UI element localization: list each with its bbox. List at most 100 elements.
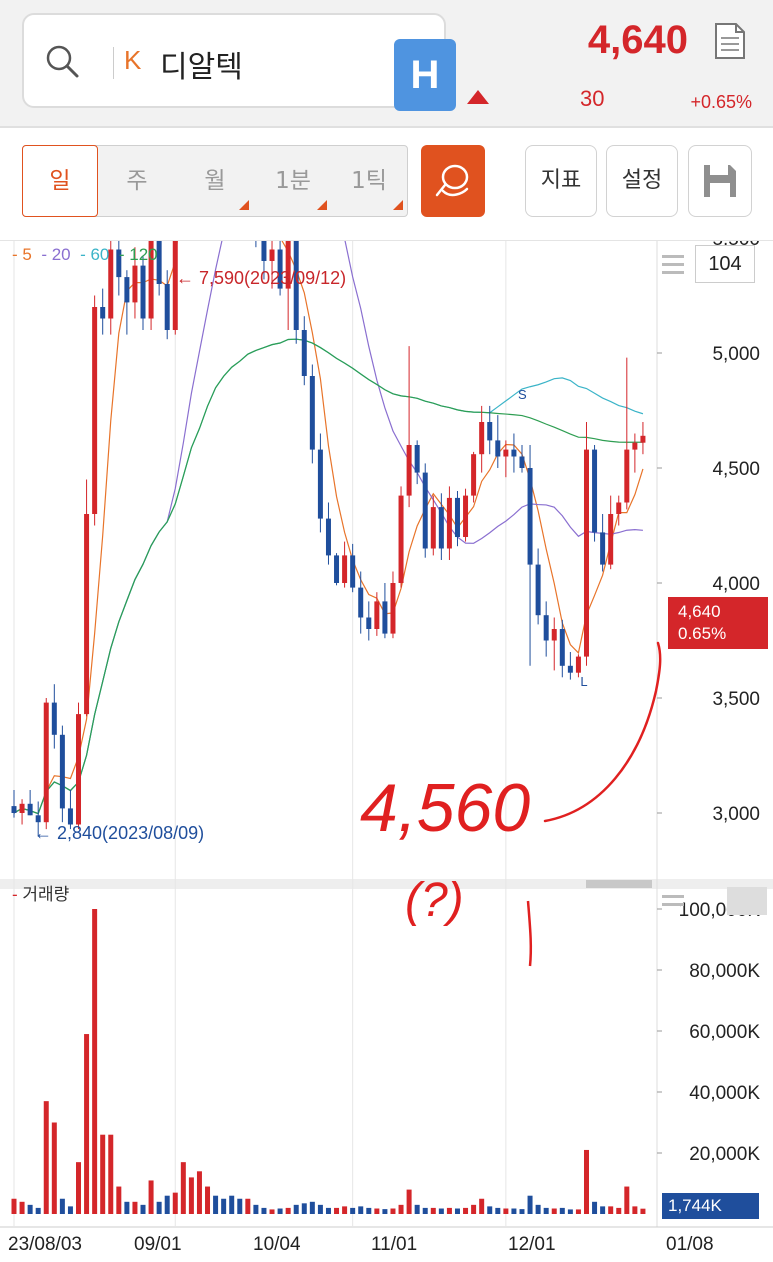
volume-bar: [592, 1202, 597, 1214]
volume-bar: [165, 1196, 170, 1214]
candle-body: [536, 565, 541, 616]
period-month-label: 월: [204, 168, 225, 194]
x-label: 01/08: [666, 1234, 714, 1256]
candle-body: [560, 629, 565, 666]
volume-bar: [92, 909, 97, 1214]
volume-bar: [60, 1199, 65, 1214]
candle-body: [624, 450, 629, 503]
volume-bar: [366, 1208, 371, 1214]
current-price: 4,640: [588, 18, 688, 63]
candle-body: [302, 330, 307, 376]
candle-body: [455, 498, 460, 537]
price-panel: [0, 241, 660, 884]
candle-body: [390, 583, 395, 634]
price-volume-chart[interactable]: SL 7,5007,0006,5006,0005,5005,0004,5004,…: [0, 241, 773, 1262]
stock-search-box[interactable]: K 디알텍 H: [22, 13, 446, 108]
volume-bar: [84, 1034, 89, 1214]
legend-120: - 120: [114, 245, 157, 264]
l-marker: L: [580, 674, 587, 689]
volume-bar: [44, 1101, 49, 1214]
period-minute[interactable]: 1분: [255, 146, 331, 216]
volume-bar: [12, 1199, 17, 1214]
volume-bar: [528, 1196, 533, 1214]
drag-handle-icon: [662, 903, 684, 906]
price-tick-label: 4,000: [712, 574, 760, 595]
search-icon: [44, 43, 80, 79]
volume-bar: [358, 1206, 363, 1214]
candle-body: [358, 588, 363, 618]
legend-60: - 60: [75, 245, 109, 264]
candle-body: [528, 468, 533, 565]
low-annotation: ← 2,840(2023/08/09): [34, 823, 204, 844]
legend-20: - 20: [37, 245, 71, 264]
volume-bar: [237, 1199, 242, 1214]
candle-body: [519, 457, 524, 469]
drawing-tool-icon: [421, 145, 485, 217]
volume-bar: [487, 1206, 492, 1214]
volume-bar: [479, 1199, 484, 1214]
settings-button[interactable]: 설정: [606, 145, 678, 217]
h-button[interactable]: H: [394, 39, 456, 111]
candle-body: [592, 450, 597, 533]
x-label: 12/01: [508, 1234, 556, 1256]
period-day[interactable]: 일: [22, 145, 98, 217]
panel-scroll-thumb: [586, 880, 652, 888]
candle-body: [60, 735, 65, 809]
volume-bar: [431, 1208, 436, 1214]
volume-bar: [519, 1209, 524, 1214]
close-panel-icon: [727, 887, 767, 915]
volume-bar: [52, 1123, 57, 1215]
volume-bar: [616, 1208, 621, 1214]
volume-tick-label: 60,000K: [689, 1022, 760, 1043]
period-week[interactable]: 주: [99, 146, 175, 216]
candle-body: [366, 618, 371, 630]
volume-bar: [334, 1208, 339, 1214]
candle-body: [640, 436, 645, 443]
volume-bar: [28, 1205, 33, 1214]
x-label: 23/08/03: [8, 1234, 82, 1256]
volume-bar: [576, 1209, 581, 1214]
candle-body: [76, 714, 81, 824]
ma-legend: - 5 - 20 - 60 - 120: [12, 245, 158, 265]
candle-body: [310, 376, 315, 450]
candle-body: [415, 445, 420, 473]
volume-bar: [342, 1206, 347, 1214]
volume-tick-label: 20,000K: [689, 1144, 760, 1165]
legend-5: - 5: [12, 245, 32, 264]
volume-bar: [407, 1190, 412, 1214]
chart-area[interactable]: SL 7,5007,0006,5006,0005,5005,0004,5004,…: [0, 240, 773, 1262]
handwritten-sub-note: (?): [405, 874, 464, 927]
volume-bar: [302, 1203, 307, 1214]
price-tick-label: 3,000: [712, 804, 760, 825]
volume-bar: [132, 1202, 137, 1214]
candle-body: [511, 450, 516, 457]
s-marker: S: [518, 387, 527, 402]
x-label: 09/01: [134, 1234, 182, 1256]
save-button[interactable]: [688, 145, 752, 217]
document-icon[interactable]: [714, 22, 746, 60]
high-annotation: ← 7,590(2023/09/12): [176, 268, 346, 289]
candle-body: [584, 450, 589, 657]
candle-body: [495, 440, 500, 456]
current-rate-tag-value: 0.65%: [678, 623, 768, 645]
drawing-tool-button[interactable]: [421, 145, 485, 217]
indicator-button[interactable]: 지표: [525, 145, 597, 217]
period-month[interactable]: 월: [177, 146, 253, 216]
volume-bar: [439, 1209, 444, 1214]
volume-bar: [624, 1187, 629, 1214]
volume-bar: [149, 1180, 154, 1214]
price-tick-label: 5,000: [712, 344, 760, 365]
volume-bar: [270, 1209, 275, 1214]
volume-bar: [374, 1209, 379, 1214]
period-tick[interactable]: 1틱: [331, 146, 407, 216]
volume-bar: [471, 1205, 476, 1214]
dropdown-corner-icon: [317, 200, 327, 210]
visible-count-box[interactable]: 104: [695, 245, 755, 283]
volume-bar: [310, 1202, 315, 1214]
candle-body: [350, 555, 355, 587]
candle-body: [552, 629, 557, 641]
volume-bar: [415, 1205, 420, 1214]
volume-bar: [229, 1196, 234, 1214]
candle-body: [92, 307, 97, 514]
